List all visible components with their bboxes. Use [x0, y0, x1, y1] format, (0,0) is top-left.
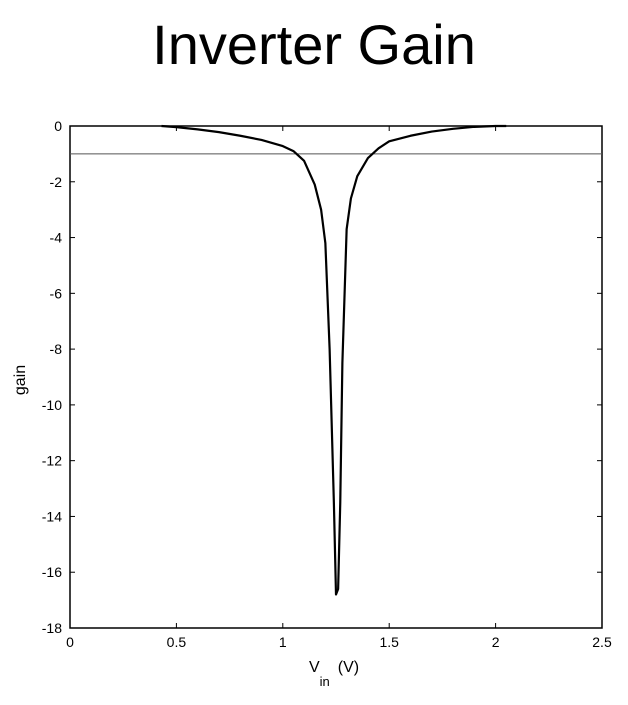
x-axis-label: Vin (V)	[309, 659, 359, 689]
plot-area-border	[69, 125, 603, 629]
gain-curve	[161, 124, 507, 596]
x-axis-label-subscript: in	[320, 674, 330, 689]
y-tick-label: -6	[50, 285, 63, 301]
y-tick-label: -2	[50, 174, 63, 190]
y-tick-label: 0	[54, 118, 62, 134]
x-axis-label-main: V	[309, 659, 320, 676]
y-axis-label: gain	[12, 365, 29, 395]
y-tick-label: -4	[50, 230, 63, 246]
y-tick-label: -12	[42, 453, 62, 469]
slide-title: Inverter Gain	[152, 13, 476, 76]
x-tick-label: 2.5	[592, 634, 612, 650]
plot-frame	[69, 125, 603, 629]
x-ticks: 0 0.5 1 1.5 2 2.5	[66, 126, 612, 650]
y-ticks: 0 -2 -4 -6 -8 -10 -12 -14 -16 -18	[42, 118, 602, 636]
x-tick-label: 0	[66, 634, 74, 650]
y-tick-label: -10	[42, 397, 62, 413]
series-layer	[161, 124, 507, 596]
y-tick-label: -18	[42, 620, 62, 636]
x-tick-label: 1.5	[379, 634, 399, 650]
y-tick-label: -8	[50, 341, 63, 357]
x-axis-label-unit: (V)	[338, 659, 359, 676]
x-tick-label: 1	[279, 634, 287, 650]
x-tick-label: 2	[492, 634, 500, 650]
y-tick-label: -16	[42, 564, 62, 580]
x-tick-label: 0.5	[167, 634, 187, 650]
y-tick-label: -14	[42, 508, 62, 524]
